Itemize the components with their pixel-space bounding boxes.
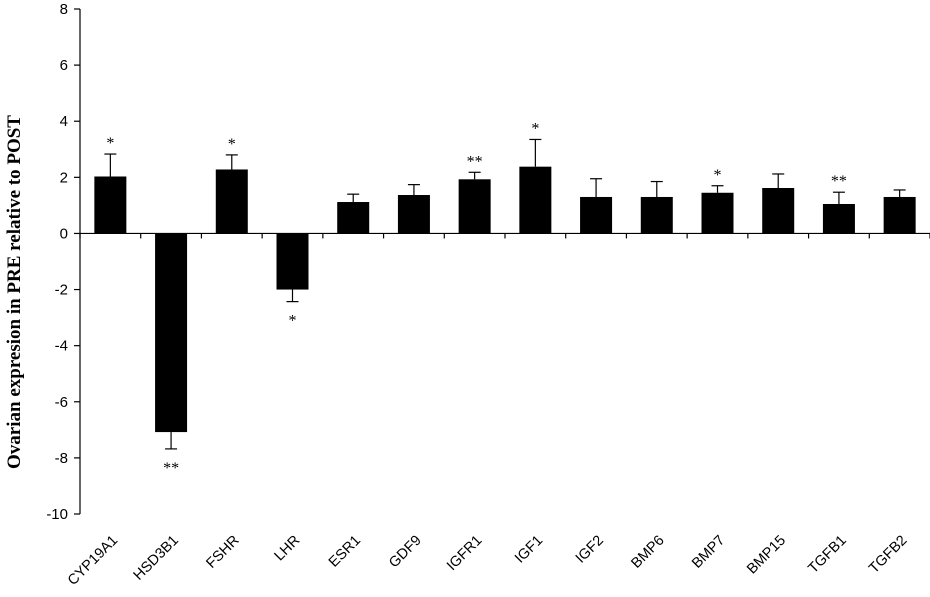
x-tick-label: BMP7: [689, 533, 728, 572]
significance-label: *: [531, 120, 539, 137]
y-tick-label: -4: [55, 338, 68, 355]
x-tick-label: TGFB1: [805, 533, 849, 577]
x-tick-label: ESR1: [326, 533, 364, 571]
x-tick-label: TGFB2: [866, 533, 910, 577]
bars-group: ********* **: [94, 120, 916, 477]
bar: [519, 166, 552, 234]
bar: [397, 195, 430, 234]
y-axis-label: Ovarian expresion in PRE relative to POS…: [4, 115, 25, 469]
bar: [276, 233, 309, 290]
bar: [762, 187, 795, 234]
y-tick-label: 2: [60, 169, 68, 186]
x-tick-label: IGF1: [512, 533, 546, 567]
bar: [155, 233, 188, 433]
x-tick-label: CYP19A1: [65, 533, 121, 589]
significance-label: *: [289, 313, 297, 330]
bar: [822, 203, 855, 234]
bar: [640, 196, 673, 234]
significance-label: **: [467, 153, 483, 170]
x-tick-label: HSD3B1: [131, 533, 182, 584]
bar: [580, 196, 613, 234]
y-tick-label: -8: [55, 450, 68, 467]
bar: [701, 192, 734, 234]
x-tick-label: IGF2: [573, 533, 607, 567]
x-tick-label: IGFR1: [444, 533, 486, 575]
significance-label: **: [163, 460, 179, 477]
y-tick-label: -2: [55, 282, 68, 299]
x-tick-label: BMP6: [628, 533, 667, 572]
significance-label: *: [106, 135, 114, 152]
bar: [883, 196, 916, 234]
bar: [337, 202, 370, 234]
y-tick-label: 4: [60, 113, 68, 130]
y-tick-label: 8: [60, 1, 68, 18]
y-tick-label: -10: [46, 506, 68, 523]
y-tick-label: -6: [55, 394, 68, 411]
y-tick-label: 6: [60, 57, 68, 74]
bar: [94, 176, 127, 234]
x-tick-label: FSHR: [203, 533, 242, 572]
x-axis: CYP19A1 HSD3B1 FSHR LHR ESR1 GDF9 IGFR1 IGF1 IGF…: [65, 232, 930, 589]
bar: [458, 179, 491, 234]
significance-label: *: [228, 136, 236, 153]
bar: [215, 169, 248, 234]
y-axis: -10 -8 -6 -4 -2 0 2 4 6 8: [46, 1, 81, 523]
x-tick-label: GDF9: [386, 533, 425, 572]
significance-label: *: [714, 167, 722, 184]
x-tick-label: LHR: [271, 533, 303, 565]
y-tick-label: 0: [60, 225, 68, 242]
x-tick-label: BMP15: [744, 533, 789, 578]
significance-label: **: [831, 173, 847, 190]
